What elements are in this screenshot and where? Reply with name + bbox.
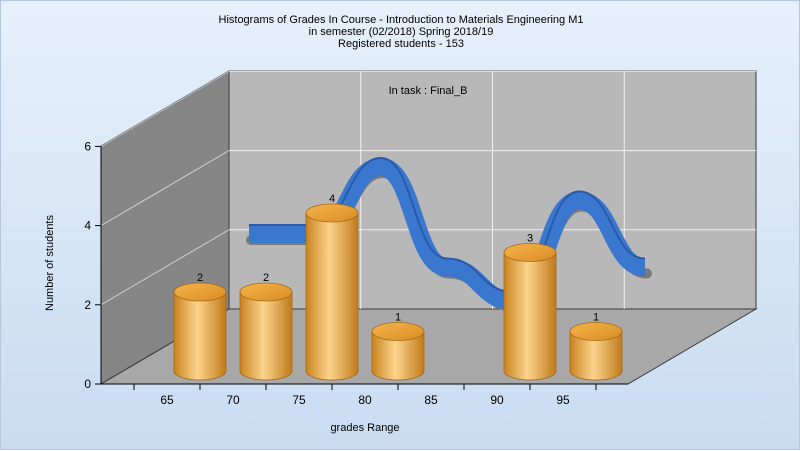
y-tick-label: 2 [84,298,91,312]
bar-cap [173,282,227,302]
x-axis-label: grades Range [330,422,399,434]
bar-95: 1 [569,312,623,381]
x-tick-label: 75 [292,393,306,407]
gridline-side [100,70,230,147]
bar-body [503,252,557,381]
bar-cap [371,322,425,341]
bar-body [305,212,359,381]
bar-value-label: 4 [329,193,335,205]
x-tick-label: 95 [556,393,570,407]
bar-body [173,291,227,381]
y-tick-label: 0 [84,377,91,391]
x-tick-label: 70 [226,393,240,407]
x-tick-label: 85 [424,393,438,407]
y-tick-label: 6 [84,139,91,153]
bars: 2 2 4 1 3 1 [173,193,623,381]
bar-cap [305,203,359,223]
bar-value-label: 2 [263,272,269,284]
y-axis-label: Number of students [44,215,56,311]
y-tick-label: 4 [84,219,91,233]
x-axis: 65 70 75 80 85 90 95 [101,383,628,407]
bar-value-label: 3 [527,233,533,245]
bar-75: 4 [305,193,359,381]
bar-body [371,331,425,381]
bar-value-label: 2 [197,272,203,284]
x-tick-label: 90 [490,393,504,407]
bar-cap [239,282,293,302]
x-tick-label: 65 [160,393,174,407]
bar-65: 2 [173,272,227,381]
bar-80: 1 [371,312,425,381]
chart-annotation: In task : Final_B [389,85,468,97]
y-axis: 0 2 4 6 [84,139,102,391]
bar-cap [569,322,623,341]
bar-value-label: 1 [593,312,599,324]
chart-title: Histograms of Grades In Course - Introdu… [218,14,584,26]
bar-90: 3 [503,233,557,381]
bar-value-label: 1 [395,312,401,324]
chart-subtitle-students: Registered students - 153 [338,38,464,50]
x-tick-label: 80 [358,393,372,407]
bar-70: 2 [239,272,293,381]
bar-body [239,291,293,381]
chart-subtitle-semester: in semester (02/2018) Spring 2018/19 [308,26,494,38]
gridline-side [100,150,230,227]
bar-cap [503,243,557,262]
bar-body [569,331,623,381]
gridline-side [100,229,230,306]
